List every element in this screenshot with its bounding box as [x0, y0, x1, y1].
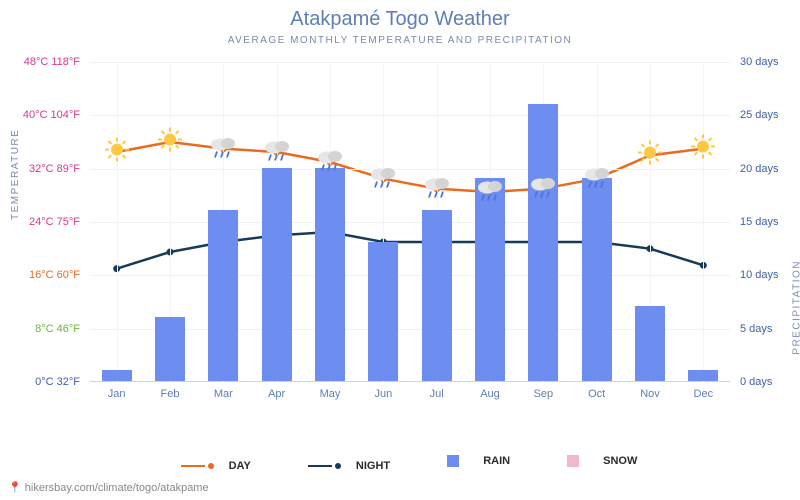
rain-bar: [635, 306, 665, 381]
right-tick: 0 days: [740, 376, 790, 388]
chart-subtitle: AVERAGE MONTHLY TEMPERATURE AND PRECIPIT…: [0, 35, 800, 46]
left-tick: 24°C 75°F: [0, 216, 80, 228]
rain-bar: [475, 178, 505, 381]
rain-bar: [208, 210, 238, 381]
right-tick: 25 days: [740, 109, 790, 121]
rain-bar: [368, 242, 398, 381]
left-tick: 0°C 32°F: [0, 376, 80, 388]
x-tick-label: Apr: [268, 388, 285, 400]
sun-icon: [103, 136, 131, 169]
left-tick: 40°C 104°F: [0, 109, 80, 121]
legend: DAY NIGHT RAIN SNOW: [0, 455, 800, 472]
rain-cloud-icon: [208, 133, 238, 164]
rain-bar: [422, 210, 452, 381]
sun-icon: [636, 139, 664, 172]
rain-bar: [102, 370, 132, 381]
left-tick: 16°C 60°F: [0, 269, 80, 281]
x-tick-label: Jun: [374, 388, 392, 400]
rain-bar: [528, 104, 558, 381]
rain-cloud-icon: [262, 137, 292, 168]
footer-source: 📍 hikersbay.com/climate/togo/atakpame: [8, 481, 209, 494]
right-tick: 15 days: [740, 216, 790, 228]
rain-bar: [315, 168, 345, 381]
x-tick-label: Jul: [430, 388, 444, 400]
x-tick-label: Mar: [214, 388, 233, 400]
legend-rain: RAIN: [429, 455, 510, 467]
sun-icon: [156, 126, 184, 159]
rain-cloud-icon: [368, 163, 398, 194]
x-tick-label: Aug: [480, 388, 500, 400]
rain-bar: [688, 370, 718, 381]
right-tick: 10 days: [740, 269, 790, 281]
legend-snow: SNOW: [549, 455, 637, 467]
left-tick: 48°C 118°F: [0, 56, 80, 68]
right-tick: 30 days: [740, 56, 790, 68]
sun-icon: [689, 132, 717, 165]
left-tick: 32°C 89°F: [0, 163, 80, 175]
right-axis-label: PRECIPITATION: [792, 260, 800, 355]
x-tick-label: Dec: [694, 388, 714, 400]
x-tick-label: Feb: [161, 388, 180, 400]
x-tick-label: Oct: [588, 388, 605, 400]
rain-bar: [155, 317, 185, 381]
legend-night: NIGHT: [290, 460, 390, 472]
x-tick-label: May: [320, 388, 341, 400]
rain-cloud-icon: [528, 173, 558, 204]
x-tick-label: Sep: [534, 388, 554, 400]
rain-bar: [262, 168, 292, 381]
rain-cloud-icon: [315, 147, 345, 178]
rain-cloud-icon: [422, 173, 452, 204]
left-tick: 8°C 46°F: [0, 323, 80, 335]
rain-cloud-icon: [582, 163, 612, 194]
x-tick-label: Nov: [640, 388, 660, 400]
chart-area: 0°C 32°F8°C 46°F16°C 60°F24°C 75°F32°C 8…: [90, 62, 730, 412]
right-tick: 5 days: [740, 323, 790, 335]
rain-bar: [582, 178, 612, 381]
pin-icon: 📍: [8, 482, 22, 494]
chart-title: Atakpamé Togo Weather: [0, 0, 800, 31]
right-tick: 20 days: [740, 163, 790, 175]
plot-area: 0°C 32°F8°C 46°F16°C 60°F24°C 75°F32°C 8…: [90, 62, 730, 382]
rain-cloud-icon: [475, 177, 505, 208]
x-tick-label: Jan: [108, 388, 126, 400]
legend-day: DAY: [163, 460, 251, 472]
